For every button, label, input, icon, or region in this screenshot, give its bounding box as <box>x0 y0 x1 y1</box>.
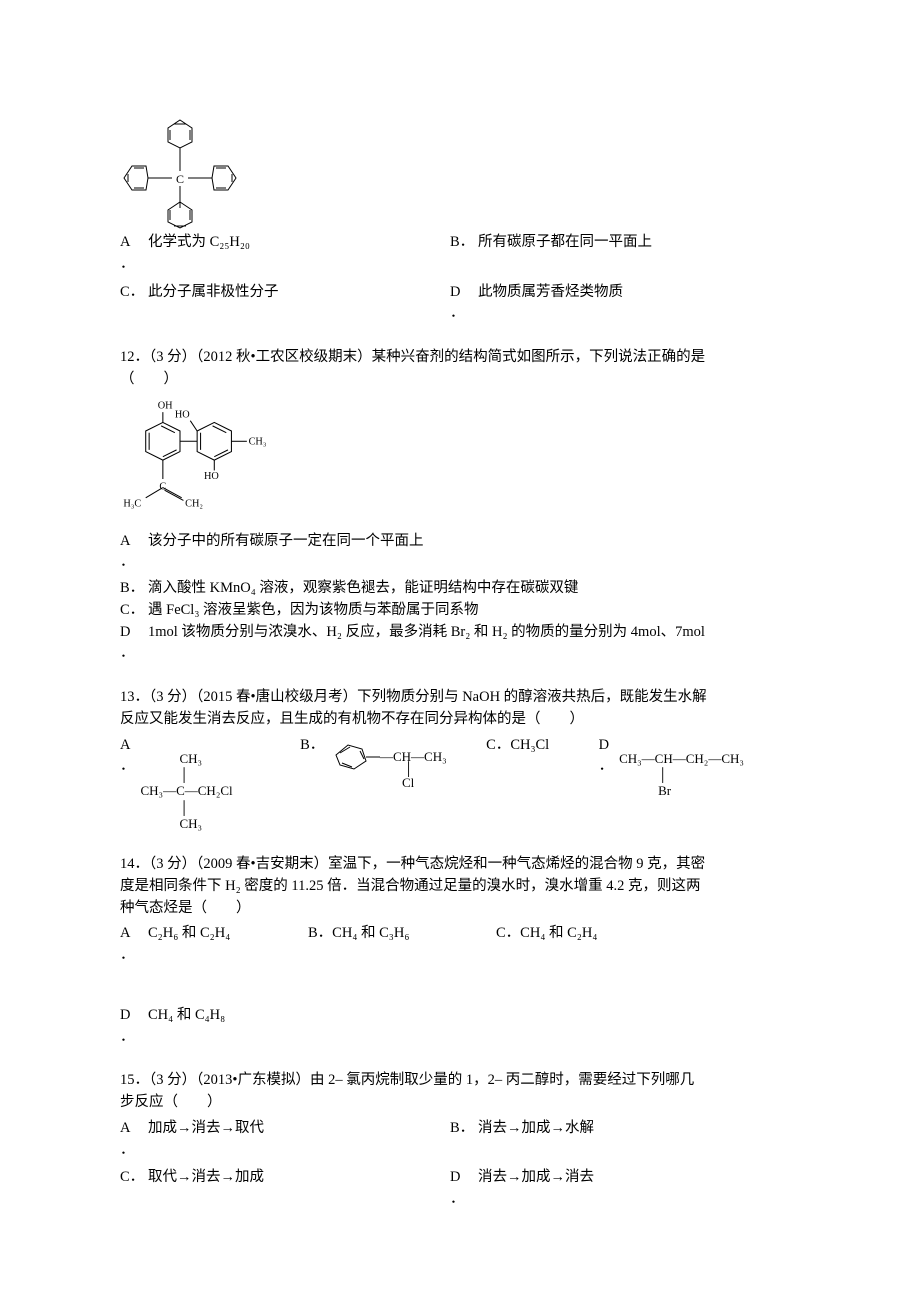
q15-A-dot: ． <box>120 1142 135 1158</box>
q15-stem2: 步反应（ ） <box>120 1092 800 1114</box>
q11-A-letter: A ． <box>120 232 148 276</box>
q13-A-letter: A <box>120 735 135 757</box>
q12-C-letter: C． <box>120 600 148 622</box>
q14-D-text: CH₄ 和 C₄H₈ <box>148 1005 225 1027</box>
q15-D-dot: ． <box>450 1191 465 1207</box>
q13-A-l3: CH₃—C—CH₂Cl <box>141 783 233 798</box>
q12-lab-ho2: HO <box>204 471 219 482</box>
q12-lab-oh1: OH <box>158 400 173 411</box>
q14-B-letter: B． <box>308 925 332 941</box>
q12-A-dot: ． <box>120 554 135 570</box>
q11-B-letter: B． <box>450 232 478 254</box>
q12-A-text: 该分子中的所有碳原子一定在同一个平面上 <box>148 531 424 553</box>
q13-B-sub2: Cl <box>402 775 415 790</box>
q11-B-text: 所有碳原子都在同一平面上 <box>478 232 652 254</box>
q15-C-letter: C． <box>120 1167 148 1189</box>
q14-A-lettertext: A <box>120 925 130 941</box>
q15-stem1: 15．（3 分）（2013•广东模拟）由 2– 氯丙烷制取少量的 1，2– 丙二… <box>120 1070 800 1092</box>
q13-B-letter: B． <box>300 735 324 757</box>
q13-A-l2: │ <box>141 767 189 782</box>
q14-C-text: CH₄ 和 C₂H₄ <box>520 925 597 941</box>
q13-stem2: 反应又能发生消去反应，且生成的有机物不存在同分异构体的是（ ） <box>120 709 800 731</box>
q12-stem1: 12．（3 分）（2012 秋•工农区校级期末）某种兴奋剂的结构简式如图所示，下… <box>120 347 800 369</box>
q13-block: 13．（3 分）（2015 春•唐山校级月考）下列物质分别与 NaOH 的醇溶液… <box>120 687 800 832</box>
q11-D-lettertext: D <box>450 284 460 300</box>
q12-B-text: 滴入酸性 KMnO₄ 溶液，观察紫色褪去，能证明结构中存在碳碳双键 <box>148 578 578 600</box>
q14-block: 14．（3 分）（2009 春•吉安期末）室温下，一种气态烷烃和一种气态烯烃的混… <box>120 854 800 1048</box>
q11-A-lettertext: A <box>120 234 130 250</box>
q13-A-l1: CH₃ <box>141 751 203 766</box>
q15-D-letter: D ． <box>450 1167 478 1211</box>
q12-lab-ch2: CH₂ <box>185 498 203 509</box>
q13-D-structure: CH₃—CH—CH₂—CH₃ │ Br <box>619 735 744 800</box>
q15-D-lettertext: D <box>450 1169 460 1185</box>
q11-C-text: 此分子属非极性分子 <box>148 282 279 304</box>
q13-C: C．CH₃Cl <box>486 735 590 757</box>
q12-D-dot: ． <box>120 645 135 661</box>
q13-A-structure: CH₃ │ CH₃—C—CH₂Cl │ CH₃ <box>141 735 233 833</box>
q14-B-text: CH₄ 和 C₃H₆ <box>332 925 409 941</box>
q12-D-letter: D ． <box>120 622 148 666</box>
q15-B-letter: B． <box>450 1118 478 1140</box>
q11-A-dot: ． <box>120 256 135 272</box>
q11-D-dot: ． <box>450 305 465 321</box>
q12-block: 12．（3 分）（2012 秋•工农区校级期末）某种兴奋剂的结构简式如图所示，下… <box>120 347 800 665</box>
q15-A-letter: A ． <box>120 1118 148 1162</box>
q12-B-letter: B． <box>120 578 148 600</box>
q11-C-letter: C． <box>120 282 148 304</box>
svg-text:C: C <box>159 481 166 492</box>
q12-lab-h3c: H₃C <box>123 498 141 509</box>
q12-A-letter: A ． <box>120 531 148 575</box>
q14-D-lettertext: D <box>120 1007 130 1023</box>
q11-D-text: 此物质属芳香烃类物质 <box>478 282 623 304</box>
q14-A-letter: A ． <box>120 923 148 967</box>
q13-D-l2: │ <box>619 767 667 782</box>
q13-D: D ． CH₃—CH—CH₂—CH₃ │ Br <box>599 735 792 800</box>
q12-structure-image: OH HO CH₃ HO H₃C CH₂ C <box>120 391 300 531</box>
q13-D-letter: D <box>599 735 614 757</box>
q12-A-lettertext: A <box>120 533 130 549</box>
q11-D-letter: D ． <box>450 282 478 326</box>
q12-D-lettertext: D <box>120 624 130 640</box>
q14-stem1: 14．（3 分）（2009 春•吉安期末）室温下，一种气态烷烃和一种气态烯烃的混… <box>120 854 800 876</box>
q12-stem2: （ ） <box>120 369 800 391</box>
q13-B: B． —CH—CH₃ │ Cl <box>300 735 478 799</box>
q15-A-lettertext: A <box>120 1120 130 1136</box>
q14-D-dot: ． <box>120 1029 135 1045</box>
q11-structure-image: C <box>120 110 240 230</box>
q12-lab-ch3: CH₃ <box>249 436 267 447</box>
q12-lab-ho1: HO <box>175 409 190 420</box>
svg-text:C: C <box>176 172 184 186</box>
q15-block: 15．（3 分）（2013•广东模拟）由 2– 氯丙烷制取少量的 1，2– 丙二… <box>120 1070 800 1211</box>
q13-A-l5: CH₃ <box>141 816 203 831</box>
q15-D-text: 消去→加成→消去 <box>478 1167 594 1189</box>
q14-A-dot: ． <box>120 947 135 963</box>
q13-B-structure: —CH—CH₃ │ Cl <box>330 735 480 799</box>
q14-stem3: 种气态烃是（ ） <box>120 898 800 920</box>
q13-A: A ． CH₃ │ CH₃—C—CH₂Cl │ CH₃ <box>120 735 292 833</box>
q11-options: A ． 化学式为 C₂₅H₂₀ B． 所有碳原子都在同一平面上 C． 此分子属非… <box>120 232 800 325</box>
q13-D-dot: ． <box>599 756 614 778</box>
q13-stem1: 13．（3 分）（2015 春•唐山校级月考）下列物质分别与 NaOH 的醇溶液… <box>120 687 800 709</box>
q13-C-text: CH₃Cl <box>510 737 549 753</box>
q14-A-text: C₂H₆ 和 C₂H₄ <box>148 923 230 945</box>
q12-D-text: 1mol 该物质分别与浓溴水、H₂ 反应，最多消耗 Br₂ 和 H₂ 的物质的量… <box>148 622 705 644</box>
q14-C-letter: C． <box>496 925 520 941</box>
q11-A-text: 化学式为 C₂₅H₂₀ <box>148 232 250 254</box>
q15-A-text: 加成→消去→取代 <box>148 1118 264 1140</box>
q15-B-text: 消去→加成→水解 <box>478 1118 594 1140</box>
q14-stem2: 度是相同条件下 H₂ 密度的 11.25 倍．当混合物通过足量的溴水时，溴水增重… <box>120 876 800 898</box>
q13-C-letter: C． <box>486 737 510 753</box>
q13-A-dot: ． <box>120 756 135 778</box>
q15-C-text: 取代→消去→加成 <box>148 1167 264 1189</box>
q12-C-text: 遇 FeCl₃ 溶液呈紫色，因为该物质与苯酚属于同系物 <box>148 600 479 622</box>
q13-D-l1: CH₃—CH—CH₂—CH₃ <box>619 751 744 766</box>
q14-D-letter: D ． <box>120 1005 148 1049</box>
q13-D-l3: Br <box>619 783 671 798</box>
q13-A-l4: │ <box>141 800 189 815</box>
